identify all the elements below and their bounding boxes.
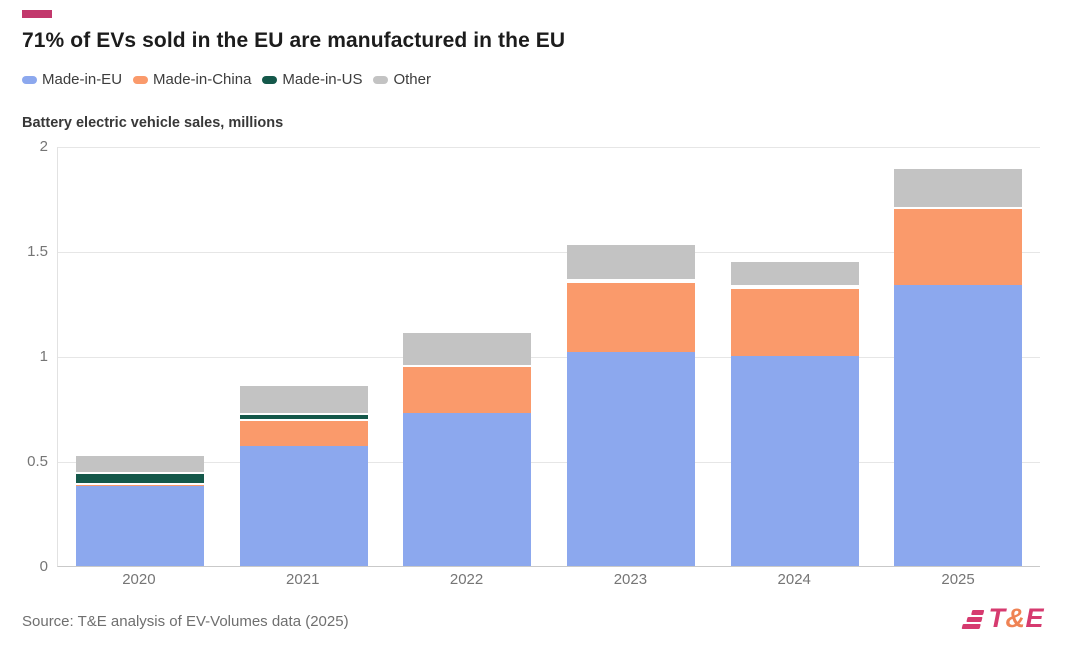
brand-accent-bar bbox=[22, 10, 52, 18]
gridline bbox=[58, 252, 1040, 253]
bar-segment-made-in-us bbox=[566, 279, 695, 281]
bar-segment-made-in-eu bbox=[75, 486, 204, 566]
x-axis-label: 2021 bbox=[286, 571, 320, 588]
gridline bbox=[58, 357, 1040, 358]
axis-title: Battery electric vehicle sales, millions bbox=[22, 115, 284, 131]
legend-label: Made-in-China bbox=[153, 71, 252, 88]
gridline bbox=[58, 147, 1040, 148]
bar-segment-made-in-eu bbox=[566, 352, 695, 566]
bar-slot-2024 bbox=[713, 147, 877, 566]
legend-label: Made-in-EU bbox=[42, 71, 123, 88]
bar-slot-2022 bbox=[385, 147, 549, 566]
source-note: Source: T&E analysis of EV-Volumes data … bbox=[22, 613, 349, 630]
x-axis: 2020 2021 2022 2023 2024 2025 bbox=[57, 571, 1040, 588]
bar-2023 bbox=[566, 243, 695, 566]
bar-segment-made-in-china bbox=[239, 419, 368, 446]
bar-segment-made-in-china bbox=[75, 483, 204, 486]
x-axis-label: 2022 bbox=[449, 571, 484, 588]
bar-segment-made-in-us bbox=[730, 285, 859, 287]
logo-ampersand: & bbox=[1005, 603, 1026, 633]
y-tick-label: 1 bbox=[39, 348, 48, 365]
y-tick-label: 0 bbox=[39, 558, 48, 575]
gridline bbox=[58, 462, 1040, 463]
legend-swatch bbox=[373, 75, 389, 84]
chart-legend: Made-in-EU Made-in-China Made-in-US Other bbox=[22, 71, 431, 88]
bar-segment-made-in-eu bbox=[239, 446, 368, 566]
bar-2020 bbox=[75, 454, 204, 566]
bar-2025 bbox=[894, 167, 1023, 566]
bar-segment-other bbox=[730, 260, 859, 285]
bar-segment-made-in-eu bbox=[403, 413, 532, 566]
x-axis-label: 2020 bbox=[122, 571, 156, 588]
bar-segment-made-in-china bbox=[730, 287, 859, 356]
bar-slot-2025 bbox=[876, 147, 1040, 566]
bar-segment-other bbox=[894, 167, 1023, 207]
legend-label: Made-in-US bbox=[282, 71, 363, 88]
bar-segment-made-in-us bbox=[239, 413, 368, 419]
legend-swatch bbox=[262, 75, 278, 84]
te-logo: T&E bbox=[962, 603, 1044, 634]
logo-letter-t: T bbox=[988, 603, 1006, 633]
te-logo-text: T&E bbox=[988, 603, 1044, 634]
legend-swatch bbox=[133, 75, 149, 84]
page-title: 71% of EVs sold in the EU are manufactur… bbox=[22, 29, 566, 52]
legend-item-made-in-eu: Made-in-EU bbox=[22, 71, 122, 88]
bar-slot-2023 bbox=[549, 147, 713, 566]
speedlines-icon bbox=[962, 610, 985, 629]
x-axis-label: 2024 bbox=[777, 571, 811, 588]
bar-segment-other bbox=[75, 454, 204, 472]
bar-segment-made-in-china bbox=[566, 281, 695, 352]
plot-area bbox=[57, 147, 1040, 567]
y-tick-label: 2 bbox=[39, 138, 48, 155]
bar-slot-2020 bbox=[58, 147, 222, 566]
y-tick-label: 0.5 bbox=[27, 453, 48, 470]
bar-2022 bbox=[403, 331, 532, 566]
y-tick-label: 1.5 bbox=[27, 243, 48, 260]
bar-segment-other bbox=[239, 384, 368, 413]
chart-region: 0 0.5 1 1.5 2 bbox=[0, 138, 1066, 575]
legend-item-made-in-china: Made-in-China bbox=[133, 71, 251, 88]
bar-slot-2021 bbox=[222, 147, 386, 566]
bar-segment-made-in-china bbox=[403, 365, 532, 413]
legend-item-made-in-us: Made-in-US bbox=[262, 71, 362, 88]
logo-letter-e: E bbox=[1025, 603, 1044, 633]
x-axis-label: 2025 bbox=[941, 571, 975, 588]
legend-swatch bbox=[22, 75, 37, 84]
bar-segment-made-in-eu bbox=[894, 285, 1023, 566]
bars bbox=[58, 147, 1040, 566]
bar-segment-made-in-china bbox=[894, 207, 1023, 285]
legend-label: Other bbox=[393, 71, 431, 88]
bar-2024 bbox=[730, 260, 859, 566]
bar-segment-made-in-eu bbox=[730, 356, 859, 566]
x-axis-label: 2023 bbox=[613, 571, 648, 588]
bar-2021 bbox=[239, 384, 368, 566]
bar-segment-other bbox=[403, 331, 532, 365]
legend-item-other: Other bbox=[373, 71, 431, 88]
bar-segment-made-in-us bbox=[75, 472, 204, 483]
bar-segment-other bbox=[566, 243, 695, 279]
